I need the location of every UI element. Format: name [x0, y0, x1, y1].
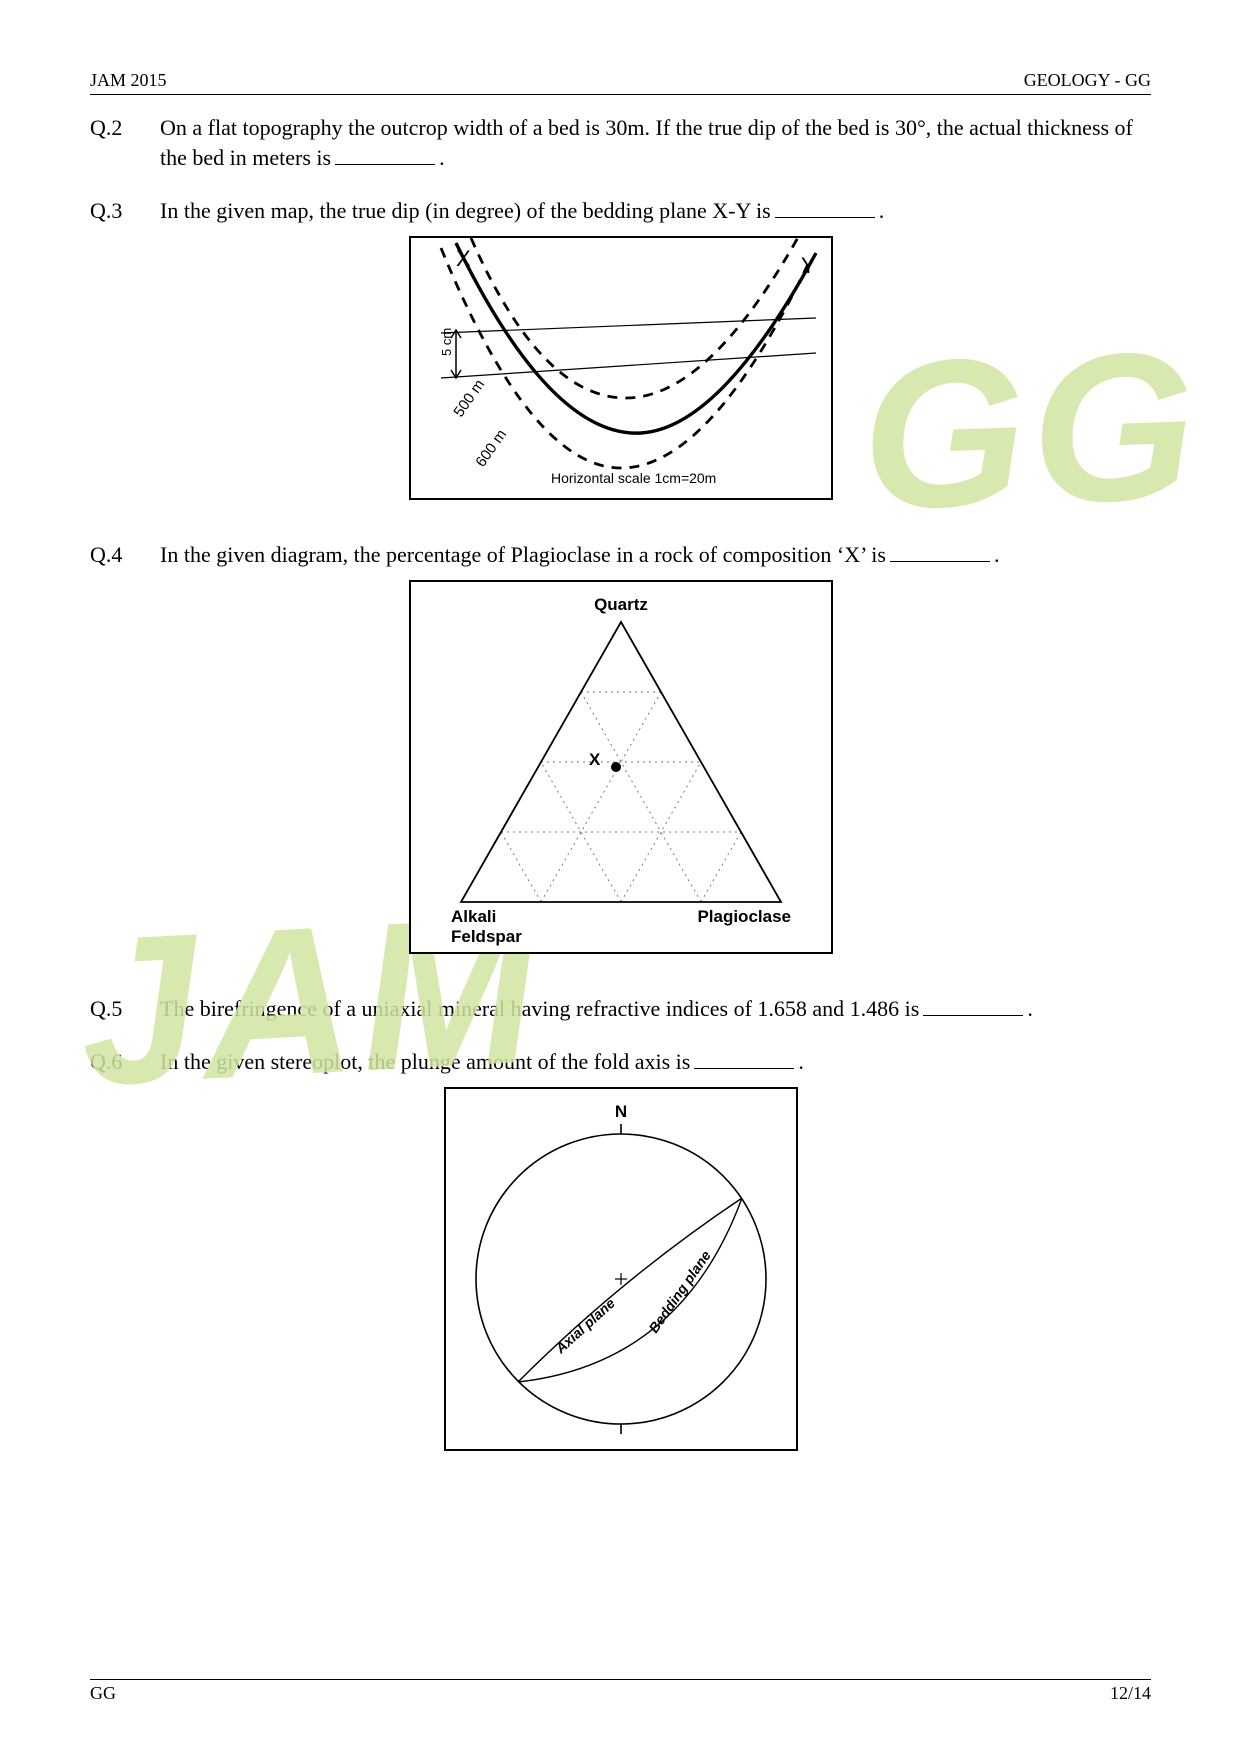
question-text: In the given stereoplot, the plunge amou…: [160, 1047, 1151, 1077]
ternary-grid: [501, 692, 741, 902]
figure-q4-wrap: X Quartz Alkali Feldspar Plagioclase: [90, 580, 1151, 954]
q6-svg: N Axial plane Bedding plane: [446, 1089, 796, 1449]
question-number: Q.4: [90, 540, 160, 570]
contour-upper-label: 500 m: [450, 376, 488, 420]
figure-q6-wrap: N Axial plane Bedding plane: [90, 1087, 1151, 1451]
apex-left-line2: Feldspar: [451, 927, 522, 946]
q3-text-before: In the given map, the true dip (in degre…: [160, 198, 771, 223]
question-text: In the given diagram, the percentage of …: [160, 540, 1151, 570]
q4-text-after: .: [994, 542, 1000, 567]
q6-text-before: In the given stereoplot, the plunge amou…: [160, 1049, 690, 1074]
q4-svg: X Quartz Alkali Feldspar Plagioclase: [411, 582, 831, 952]
question-text: In the given map, the true dip (in degre…: [160, 196, 1151, 226]
composition-x-point: [611, 762, 621, 772]
q3-text-after: .: [879, 198, 885, 223]
answer-blank: [923, 1015, 1023, 1016]
north-label: N: [614, 1102, 626, 1121]
question-text: On a flat topography the outcrop width o…: [160, 113, 1151, 172]
figure-q6-stereoplot: N Axial plane Bedding plane: [444, 1087, 798, 1451]
label-y: Y: [801, 253, 816, 278]
bedding-plane-arc: [518, 1198, 742, 1382]
question-q4: Q.4 In the given diagram, the percentage…: [90, 540, 1151, 570]
page: GG JAM JAM 2015 GEOLOGY - GG Q.2 On a fl…: [0, 0, 1241, 1754]
label-x: X: [456, 246, 471, 271]
page-header: JAM 2015 GEOLOGY - GG: [90, 70, 1151, 95]
answer-blank: [775, 217, 875, 218]
footer-right: 12/14: [1110, 1683, 1151, 1704]
q6-text-after: .: [798, 1049, 804, 1074]
hscale-label: Horizontal scale 1cm=20m: [551, 470, 716, 486]
q2-text-before: On a flat topography the outcrop width o…: [160, 115, 1133, 170]
apex-left-line1: Alkali: [451, 907, 496, 926]
contour-500: [471, 238, 806, 398]
answer-blank: [890, 561, 990, 562]
q5-text-after: .: [1027, 996, 1033, 1021]
question-q3: Q.3 In the given map, the true dip (in d…: [90, 196, 1151, 226]
axial-plane-label: Axial plane: [551, 1295, 618, 1357]
q2-text-after: .: [439, 145, 445, 170]
page-footer: GG 12/14: [90, 1679, 1151, 1704]
question-number: Q.6: [90, 1047, 160, 1077]
apex-top: Quartz: [594, 595, 648, 614]
answer-blank: [694, 1068, 794, 1069]
composition-x-label: X: [589, 750, 601, 769]
question-number: Q.5: [90, 994, 160, 1024]
question-q6: Q.6 In the given stereoplot, the plunge …: [90, 1047, 1151, 1077]
vscale-label: 5 cm: [439, 328, 454, 356]
question-number: Q.2: [90, 113, 160, 172]
header-right: GEOLOGY - GG: [1024, 70, 1151, 91]
question-text: The birefringence of a uniaxial mineral …: [160, 994, 1151, 1024]
q3-svg: 5 cm 500 m 600 m X Y Horizontal scale 1c…: [411, 238, 831, 498]
question-number: Q.3: [90, 196, 160, 226]
q4-text-before: In the given diagram, the percentage of …: [160, 542, 886, 567]
apex-right: Plagioclase: [697, 907, 791, 926]
question-q2: Q.2 On a flat topography the outcrop wid…: [90, 113, 1151, 172]
figure-q4-ternary: X Quartz Alkali Feldspar Plagioclase: [409, 580, 833, 954]
answer-blank: [335, 164, 435, 165]
footer-left: GG: [90, 1683, 116, 1704]
q5-text-before: The birefringence of a uniaxial mineral …: [160, 996, 919, 1021]
contour-lower-label: 600 m: [472, 426, 510, 470]
figure-q3-wrap: 5 cm 500 m 600 m X Y Horizontal scale 1c…: [90, 236, 1151, 500]
figure-q3-map: 5 cm 500 m 600 m X Y Horizontal scale 1c…: [409, 236, 833, 500]
axial-plane-arc: [518, 1198, 742, 1382]
bedding-plane: [456, 243, 816, 433]
question-q5: Q.5 The birefringence of a uniaxial mine…: [90, 994, 1151, 1024]
header-left: JAM 2015: [90, 70, 167, 91]
